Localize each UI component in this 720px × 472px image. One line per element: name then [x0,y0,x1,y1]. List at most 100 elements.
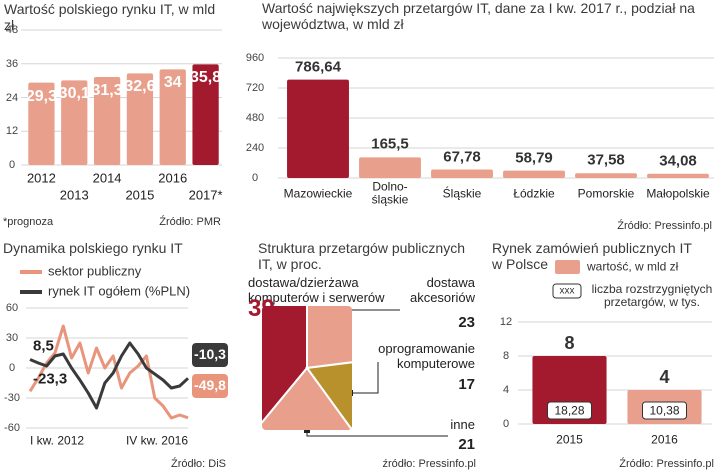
footnote: *prognoza [3,215,54,228]
bar [431,169,493,178]
count-box [642,401,687,420]
y-tick-label: 30 [5,331,19,344]
count-box [547,401,592,420]
value-label: -23,3 [33,370,68,388]
y-tick-label: 36 [5,57,19,70]
x-tick-label: Śląskie [442,186,482,201]
y-tick-label: 480 [245,111,265,124]
y-tick-label: 240 [245,141,265,154]
value-label: 4 [659,366,670,387]
x-tick-label: I kw. 2012 [30,433,85,448]
y-tick-label: 0 [8,361,16,374]
chart-title: Wartość największych przetargów IT, dane… [262,0,695,32]
bar [575,173,637,178]
slice-value: 17 [458,376,475,393]
y-tick-label: -30 [4,391,20,404]
slice-label: oprogramowanie komputerowe [378,341,475,371]
slice-label: inne [450,417,475,432]
y-tick-label: 4 [502,383,510,396]
slice-value: 39 [248,295,275,322]
chart-title: Wartość polskiego rynku IT, w mld zł [4,1,216,33]
x-tick-label: 2016 [158,170,188,186]
bar [126,73,154,165]
x-tick-label: 2017* [188,187,223,203]
x-tick-label: Dolno- śląskie [371,179,409,207]
bar [192,64,219,165]
x-tick-label: 2016 [651,432,678,447]
value-label: -49,8 [194,377,226,394]
chart-title: Struktura przetargów publicznych IT, w p… [258,240,465,272]
legend-swatch [555,260,580,274]
chart-title: Rynek zamówień publicznych IT w Polsce [492,240,692,272]
bar [93,76,121,165]
bar [359,157,421,178]
x-tick-label: 2015 [125,187,155,203]
bar [28,82,55,165]
x-tick-label: 2014 [92,170,122,186]
x-tick-label: IV kw. 2016 [125,433,188,448]
pie-slice [306,306,352,370]
value-label: -10,3 [194,346,226,363]
legend-swatch [552,283,582,299]
legend-label: rynek IT ogółem (%PLN) [48,283,191,299]
series-line [28,324,189,420]
y-tick-label: 0 [8,158,16,171]
legend-label: wartość, w mld zł [587,259,679,274]
x-tick-label: Małopolskie [646,186,710,201]
count-label: 18,28 [554,402,585,417]
source-note: Źródło: DiS [170,457,226,470]
slice-label: dostawa/dzierżawa komputerów i serwerów [248,275,385,305]
value-label: 31,3 [91,82,123,100]
source-note: źródło: Pressinfo.pl [382,457,476,470]
y-tick-label: 960 [245,51,265,64]
value-label: 34,08 [659,152,697,170]
y-tick-label: -60 [4,421,20,434]
y-tick-label: 12 [5,125,19,138]
bar [61,80,88,165]
y-tick-label: 12 [499,315,513,328]
source-note: Źródło: PMR [159,215,221,228]
y-tick-label: 0 [251,171,259,184]
value-label: 35,8 [190,69,222,87]
bar [287,79,349,178]
legend-label: sektor publiczny [48,263,142,279]
count-label: 10,38 [649,402,680,417]
value-box [192,343,228,367]
x-tick-label: Łódzkie [513,186,555,201]
x-tick-label: Pomorskie [577,186,635,201]
x-tick-label: 2013 [59,187,89,203]
y-tick-label: 60 [5,301,19,314]
bar [159,69,186,165]
value-label: 8,5 [33,337,54,355]
slice-value: 21 [458,436,475,453]
value-label: 8 [564,332,575,353]
legend-symbol: xxx [559,285,575,297]
y-tick-label: 48 [5,23,19,36]
source-note: Źródło: Pressinfo.pl [619,457,714,470]
x-tick-label: 2012 [26,170,56,186]
source-note: Źródło: Pressinfo.pl [617,219,712,232]
y-tick-label: 24 [5,91,19,104]
series-line [29,341,190,410]
slice-value: 23 [458,314,475,331]
y-tick-label: 0 [502,417,510,430]
value-label: 30,1 [58,85,90,103]
slice-label: dostawa akcesoriów [409,275,475,305]
chart-title: Dynamika polskiego rynku IT [3,240,183,256]
x-tick-label: Mazowieckie [283,186,353,201]
x-tick-label: 2015 [556,432,583,447]
pie-slice [305,351,352,430]
value-label: 32,6 [124,78,156,96]
value-box [192,374,228,398]
value-label: 37,58 [587,151,625,169]
legend-label: liczba rozstrzygniętych przetargów, w ty… [591,282,713,310]
bar [647,173,709,178]
value-label: 34 [163,74,182,92]
bar [503,170,565,178]
value-label: 165,5 [371,135,409,153]
y-tick-label: 8 [502,349,510,362]
value-label: 67,78 [443,148,481,166]
value-label: 58,79 [515,149,553,167]
